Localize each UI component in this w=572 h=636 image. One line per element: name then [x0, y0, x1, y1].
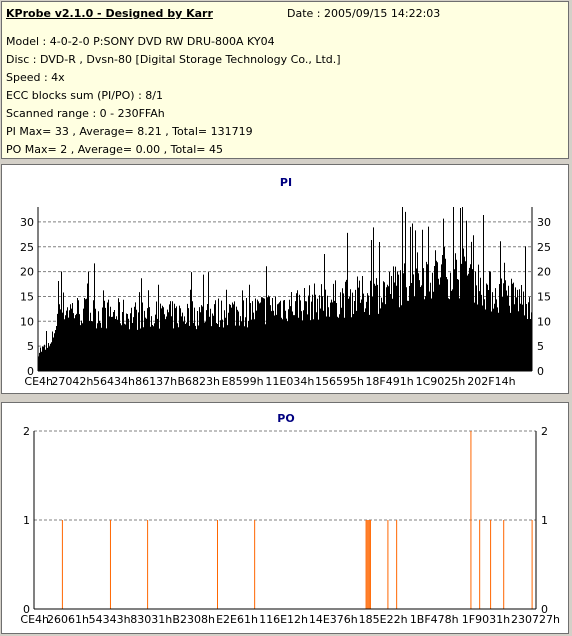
x-tick-label: 185E22h: [359, 613, 408, 626]
po-stats: PO Max= 2 , Average= 0.00 , Total= 45: [6, 143, 223, 156]
po-chart-panel: PO 0 0 1 1 2 2 CE4h 26061h 54343h 83031h B2308h E2E…: [1, 402, 569, 634]
x-tick-label: 26061h: [47, 613, 89, 626]
speed-info: Speed : 4x: [6, 71, 65, 84]
y-tick-label-right: 1: [541, 514, 548, 527]
x-tick-label: 1BF478h: [410, 613, 459, 626]
y-tick-label-left: 15: [20, 290, 34, 303]
x-tick-label: 11E034h: [265, 375, 314, 388]
x-tick-label: 116E12h: [259, 613, 308, 626]
x-tick-label: 54343h: [89, 613, 131, 626]
y-tick-label-left: 1: [23, 514, 30, 527]
pi-chart-title: PI: [280, 176, 292, 189]
x-tick-label: 156595h: [315, 375, 364, 388]
x-tick-label: 18F491h: [365, 375, 413, 388]
x-tick-label: 1F9031h: [462, 613, 510, 626]
y-tick-label-right: 0: [537, 365, 544, 378]
x-tick-label: 14E376h: [309, 613, 358, 626]
y-tick-label-left: 10: [20, 315, 34, 328]
x-tick-label: 86137h: [135, 375, 177, 388]
y-tick-label-right: 2: [541, 425, 548, 438]
y-tick-label-left: 0: [27, 365, 34, 378]
y-tick-label-right: 30: [537, 216, 551, 229]
pi-stats: PI Max= 33 , Average= 8.21 , Total= 1317…: [6, 125, 253, 138]
app-title: KProbe v2.1.0 - Designed by Karr: [6, 7, 213, 20]
y-tick-label-right: 25: [537, 241, 551, 254]
y-tick-label-left: 0: [23, 603, 30, 616]
y-tick-label-right: 10: [537, 315, 551, 328]
x-tick-label: 56434h: [93, 375, 135, 388]
y-tick-label-left: 5: [27, 340, 34, 353]
y-tick-label-left: 20: [20, 266, 34, 279]
x-tick-label: 1C9025h: [416, 375, 466, 388]
x-tick-label: 27042h: [51, 375, 93, 388]
model-info: Model : 4-0-2-0 P:SONY DVD RW DRU-800A K…: [6, 35, 275, 48]
x-tick-label: 230727h: [511, 613, 560, 626]
y-tick-label-left: 30: [20, 216, 34, 229]
pi-bars: [38, 207, 532, 371]
po-chart-title: PO: [277, 412, 294, 425]
x-tick-label: CE4h: [24, 375, 53, 388]
y-tick-label-right: 0: [541, 603, 548, 616]
y-tick-label-right: 20: [537, 266, 551, 279]
y-tick-label-left: 25: [20, 241, 34, 254]
x-tick-label: 83031h: [130, 613, 172, 626]
x-tick-label: E2E61h: [216, 613, 258, 626]
info-panel: KProbe v2.1.0 - Designed by Karr Date : …: [1, 1, 569, 159]
x-tick-label: B2308h: [172, 613, 215, 626]
y-tick-label-right: 15: [537, 290, 551, 303]
ecc-info: ECC blocks sum (PI/PO) : 8/1: [6, 89, 163, 102]
y-tick-label-left: 2: [23, 425, 30, 438]
x-tick-label: 202F14h: [467, 375, 515, 388]
x-tick-label: CE4h: [20, 613, 49, 626]
pi-chart-panel: PI 0 0 5 5 10 10 15 15 20 20 25 25 30 30 CE4h 27042h 564…: [1, 164, 569, 394]
y-tick-label-right: 5: [537, 340, 544, 353]
scan-date: Date : 2005/09/15 14:22:03: [287, 7, 441, 20]
range-info: Scanned range : 0 - 230FFAh: [6, 107, 165, 120]
disc-info: Disc : DVD-R , Dvsn-80 [Digital Storage …: [6, 53, 341, 66]
x-tick-label: E8599h: [222, 375, 264, 388]
x-tick-label: B6823h: [177, 375, 220, 388]
